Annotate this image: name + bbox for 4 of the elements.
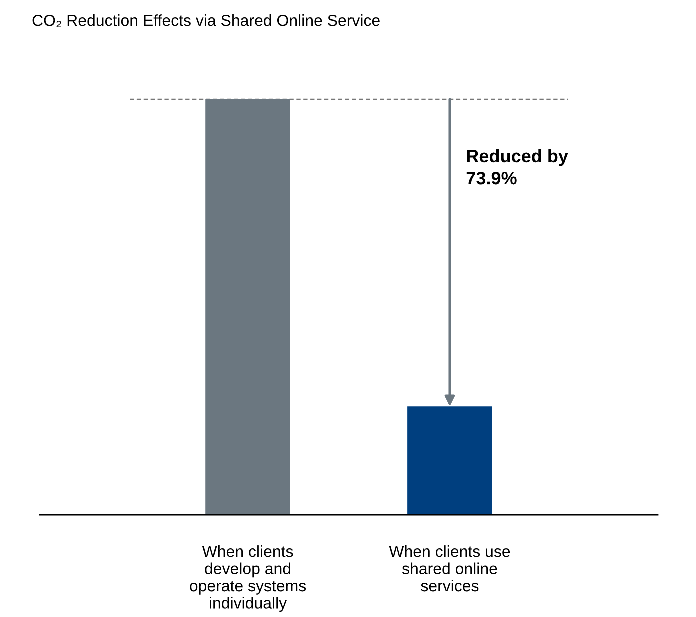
chart-title: CO₂ Reduction Effects via Shared Online Service: [32, 14, 380, 28]
x-tick-label: When clients develop and operate systems individually: [190, 546, 306, 612]
x-tick-label: When clients use shared online services: [389, 546, 510, 592]
annotation: Reduced by 73.9%: [466, 149, 568, 185]
